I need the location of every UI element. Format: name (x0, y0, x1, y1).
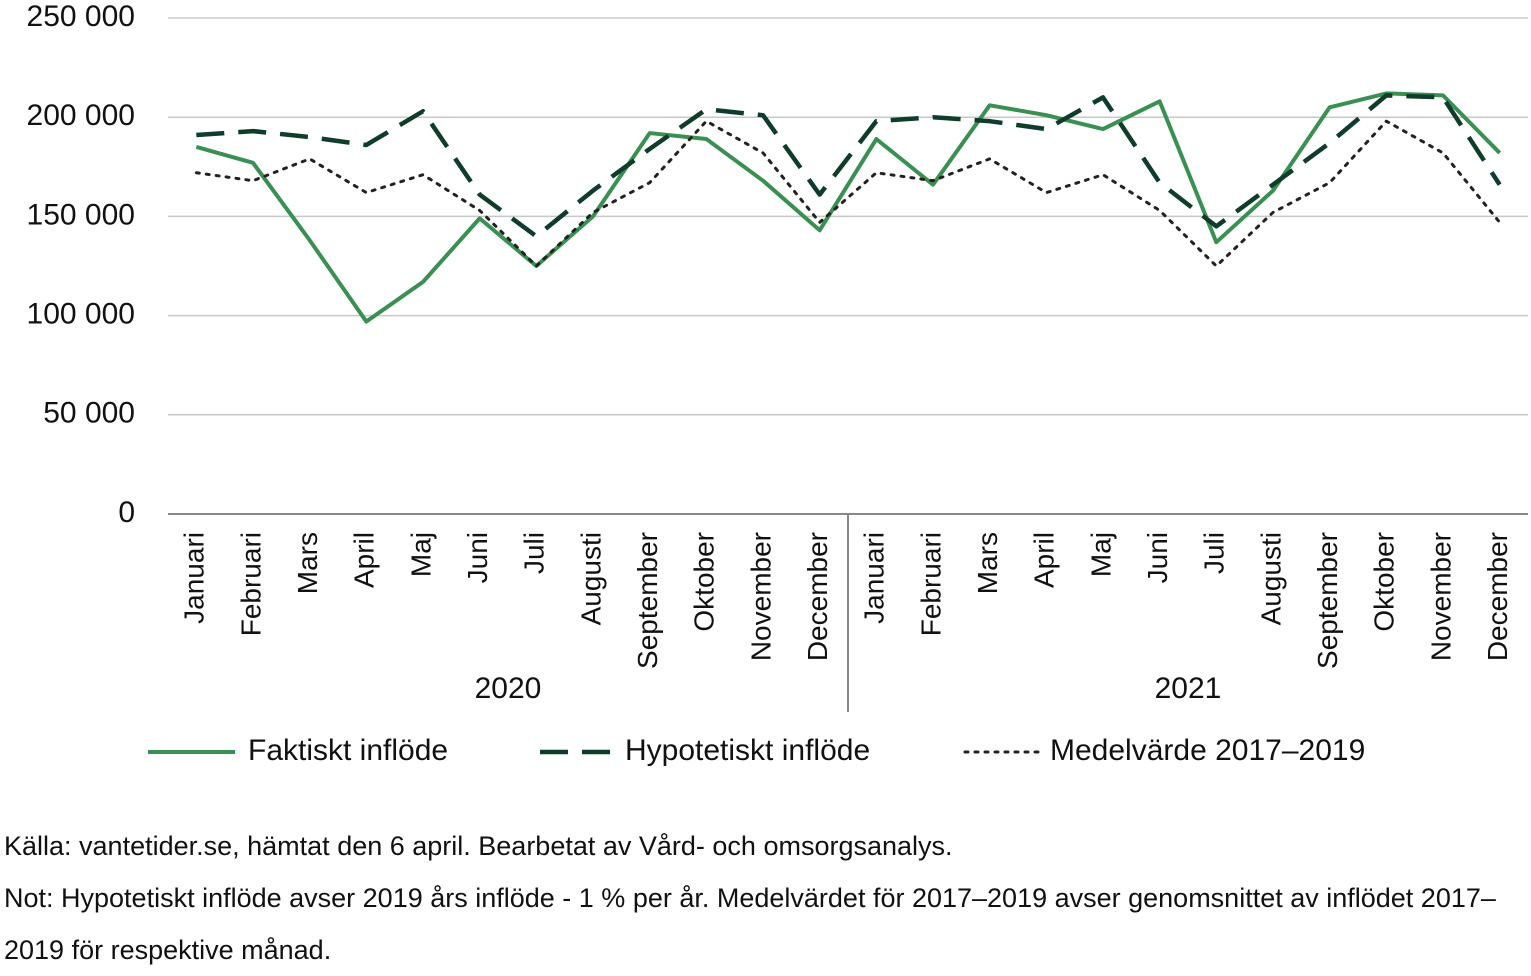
notes: Källa: vantetider.se, hämtat den 6 april… (4, 820, 1504, 976)
legend-label: Faktiskt inflöde (248, 734, 448, 767)
x-tick-label: Januari (859, 532, 890, 624)
x-tick-label: Februari (235, 532, 266, 636)
series-line (194, 119, 1502, 268)
x-tick-label: April (349, 532, 380, 588)
x-tick-label: Februari (915, 532, 946, 636)
x-tick-label: Maj (1085, 532, 1116, 577)
y-tick-label: 0 (118, 496, 135, 529)
group-label: 2020 (475, 672, 542, 705)
y-tick-label: 50 000 (43, 397, 135, 430)
y-tick-label: 250 000 (27, 0, 135, 33)
y-tick-label: 100 000 (27, 298, 135, 331)
x-tick-label: November (1425, 532, 1456, 661)
y-tick-label: 150 000 (27, 198, 135, 231)
y-tick-label: 200 000 (27, 99, 135, 132)
legend-label: Medelvärde 2017–2019 (1050, 734, 1365, 767)
x-tick-label: Maj (405, 532, 436, 577)
x-tick-label: Augusti (1255, 532, 1286, 625)
x-tick-label: Juni (1142, 532, 1173, 583)
chart: 0 50 000 100 000 150 000 200 000 250 000 Janua… (27, 0, 1528, 767)
x-tick-label: Oktober (1369, 532, 1400, 632)
x-tick-label: April (1029, 532, 1060, 588)
x-tick-label: Juli (519, 532, 550, 574)
note: Not: Hypotetiskt inflöde avser 2019 års … (4, 883, 1496, 965)
x-tick-label: September (632, 532, 663, 669)
x-tick-label: December (1482, 532, 1513, 661)
series-line (196, 93, 1502, 239)
source: Källa: vantetider.se, hämtat den 6 april… (4, 831, 953, 861)
x-tick-label: Juni (462, 532, 493, 583)
x-tick-label: November (745, 532, 776, 661)
x-tick-label: Januari (179, 532, 210, 624)
x-tick-label: Oktober (689, 532, 720, 632)
x-tick-label: December (802, 532, 833, 661)
x-tick-label: Mars (292, 532, 323, 594)
series-line (195, 91, 1502, 324)
x-tick-label: Juli (1199, 532, 1230, 574)
legend-label: Hypotetiskt inflöde (625, 734, 870, 767)
x-tick-label: Augusti (575, 532, 606, 625)
x-tick-label: Mars (972, 532, 1003, 594)
x-tick-label: September (1312, 532, 1343, 669)
group-label: 2021 (1155, 672, 1222, 705)
